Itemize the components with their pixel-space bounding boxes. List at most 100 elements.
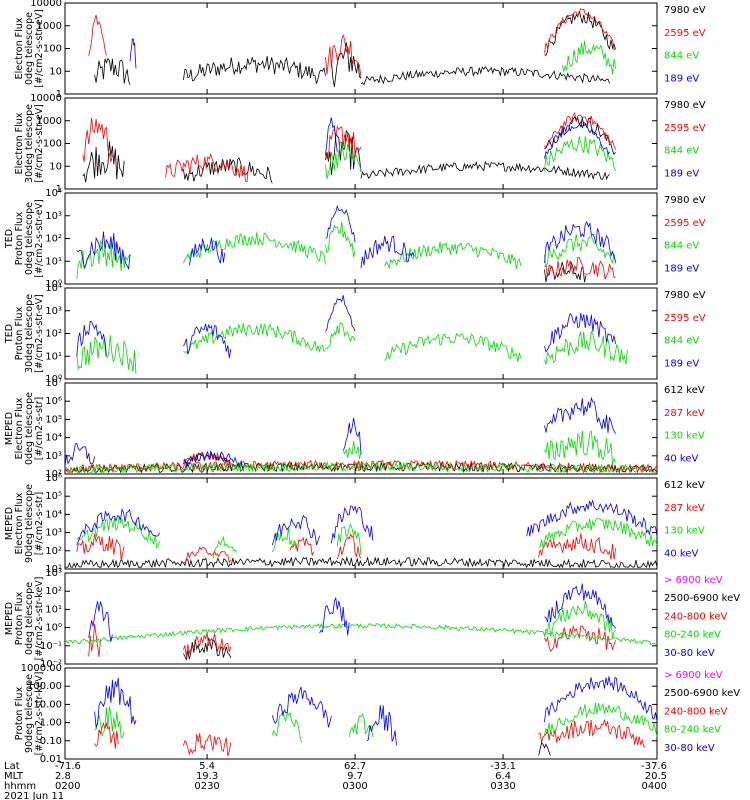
series-trace-black [331, 42, 362, 87]
series-trace-green [94, 706, 125, 739]
footer-lat-value: -71.6 [55, 761, 81, 772]
y-tick-label: 10 [49, 66, 62, 77]
y-tick-label: 0.01 [40, 754, 62, 765]
series-trace-red [88, 14, 107, 56]
y-axis-label-line: Proton Flux [14, 686, 25, 740]
series-trace-green [544, 702, 658, 737]
y-tick-label: 10² [45, 546, 62, 557]
panel-frame [64, 382, 658, 475]
footer-lat-value: -33.1 [490, 761, 516, 772]
series-trace-red [94, 722, 119, 749]
y-tick-label: 10⁰ [45, 374, 62, 385]
y-tick-label: 10 [49, 161, 62, 172]
series-trace-red [544, 8, 616, 54]
series-trace-blue [76, 321, 107, 357]
legend-entry: 189 eV [664, 73, 699, 84]
y-tick-label: 10² [45, 234, 62, 245]
series-trace-blue [188, 237, 226, 266]
y-axis-label-line: TED [4, 324, 15, 344]
legend-entry: 7980 eV [664, 290, 706, 301]
y-axis-label-line: Proton Flux [14, 211, 25, 265]
series-trace-blue [360, 235, 415, 269]
legend-entry: 2595 eV [664, 28, 706, 39]
series-trace-blue [544, 583, 616, 629]
series-trace-red [538, 533, 616, 560]
series-trace-green [544, 234, 616, 269]
footer-hhmm-value: 0230 [194, 781, 219, 792]
series-trace-blue [325, 295, 356, 332]
panel-frame [64, 572, 658, 665]
legend-entry: 30-80 keV [664, 743, 715, 754]
y-axis-label-line: Electron Flux [14, 17, 25, 79]
series-trace-green [64, 460, 658, 474]
y-axis-label-line: MEPED [4, 412, 15, 445]
y-tick-label: 10⁰ [45, 279, 62, 290]
series-trace-blue [94, 677, 137, 729]
y-tick-label: 1 [56, 184, 62, 195]
y-axis-label-line: [#/cm2-s-str-eV] [34, 199, 45, 278]
panel-frame [64, 97, 658, 190]
y-axis-label-line: 30deg telescope [24, 294, 35, 373]
series-trace-red [544, 112, 616, 150]
series-trace-green [271, 527, 297, 553]
legend-entry: 40 keV [664, 453, 698, 464]
series-trace-green [544, 600, 616, 638]
y-tick-label: 10¹ [45, 256, 62, 267]
series-trace-red [538, 719, 646, 748]
y-tick-label: 10⁻² [40, 659, 62, 670]
series-trace-blue [129, 38, 137, 69]
y-axis-label-line: 0deg telescope [24, 582, 35, 655]
legend-entry: 844 eV [664, 146, 699, 157]
series-trace-blue [271, 514, 320, 546]
y-tick-label: 10² [45, 469, 62, 480]
series-trace-blue [88, 601, 113, 642]
y-tick-label: 1000.00 [21, 663, 62, 674]
series-trace-blue [183, 450, 243, 469]
legend-entry: 612 keV [664, 480, 705, 491]
y-axis-label-line: Electron Flux [14, 397, 25, 459]
legend-entry: 189 eV [664, 168, 699, 179]
legend-entry: 240-800 keV [664, 611, 728, 622]
y-axis-label-line: Proton Flux [14, 591, 25, 645]
series-trace-red [544, 257, 616, 280]
panel-8: 0.01 0.10 1.00 10.00 100.00 1000.00 Proton Flu… [14, 663, 740, 765]
legend-entry: 2500-6900 keV [664, 688, 740, 699]
y-tick-label: 10⁴ [45, 283, 62, 294]
legend-entry: 2595 eV [664, 313, 706, 324]
y-axis-label-line: 90deg telescope [24, 674, 35, 753]
series-trace-blue [319, 597, 350, 636]
footer-row-label-mlt: MLT [4, 771, 24, 782]
y-axis-label-line: 0deg telescope [24, 12, 35, 85]
series-trace-blue [325, 204, 356, 243]
series-trace-blue [183, 323, 232, 359]
y-tick-label: 10³ [45, 528, 62, 539]
panel-7: 10⁻² 10⁻¹ 10⁰ 10¹ 10² 10³ MEPED Proton Flux 0deg… [4, 568, 740, 670]
y-tick-label: 1000 [37, 116, 62, 127]
y-axis-label-line: 0deg telescope [24, 202, 35, 275]
y-tick-label: 10⁶ [45, 473, 62, 484]
y-tick-label: 10⁵ [45, 414, 62, 425]
legend-entry: 287 keV [664, 408, 705, 419]
series-trace-red [325, 125, 362, 161]
panel-2: 1 10 100 1000 10000 Electron Flux 30deg telesc… [14, 93, 706, 195]
series-trace-blue [544, 120, 610, 159]
y-axis-label-line: [#/cm2-s-str-keV] [34, 672, 45, 756]
series-trace-green [325, 141, 362, 180]
y-tick-label: 10³ [45, 211, 62, 222]
series-trace-black [544, 10, 616, 56]
y-axis-label-line: 0deg telescope [24, 392, 35, 465]
legend-entry: > 6900 keV [664, 575, 723, 586]
series-trace-green [544, 136, 616, 172]
y-tick-label: 10⁻¹ [40, 641, 62, 652]
legend-entry: 287 keV [664, 503, 705, 514]
y-axis-label-line: [#/cm2-s-str-eV] [34, 294, 45, 373]
y-axis-label-line: Proton Flux [14, 306, 25, 360]
legend-entry: 130 keV [664, 526, 705, 537]
legend-entry: 40 keV [664, 548, 698, 559]
y-axis-label-line: 90deg telescope [24, 484, 35, 563]
y-tick-label: 10⁴ [45, 433, 62, 444]
y-tick-label: 10⁴ [45, 509, 62, 520]
y-axis-label-line: [#/cm2-s-str-eV] [34, 9, 45, 88]
y-tick-label: 10⁴ [45, 188, 62, 199]
